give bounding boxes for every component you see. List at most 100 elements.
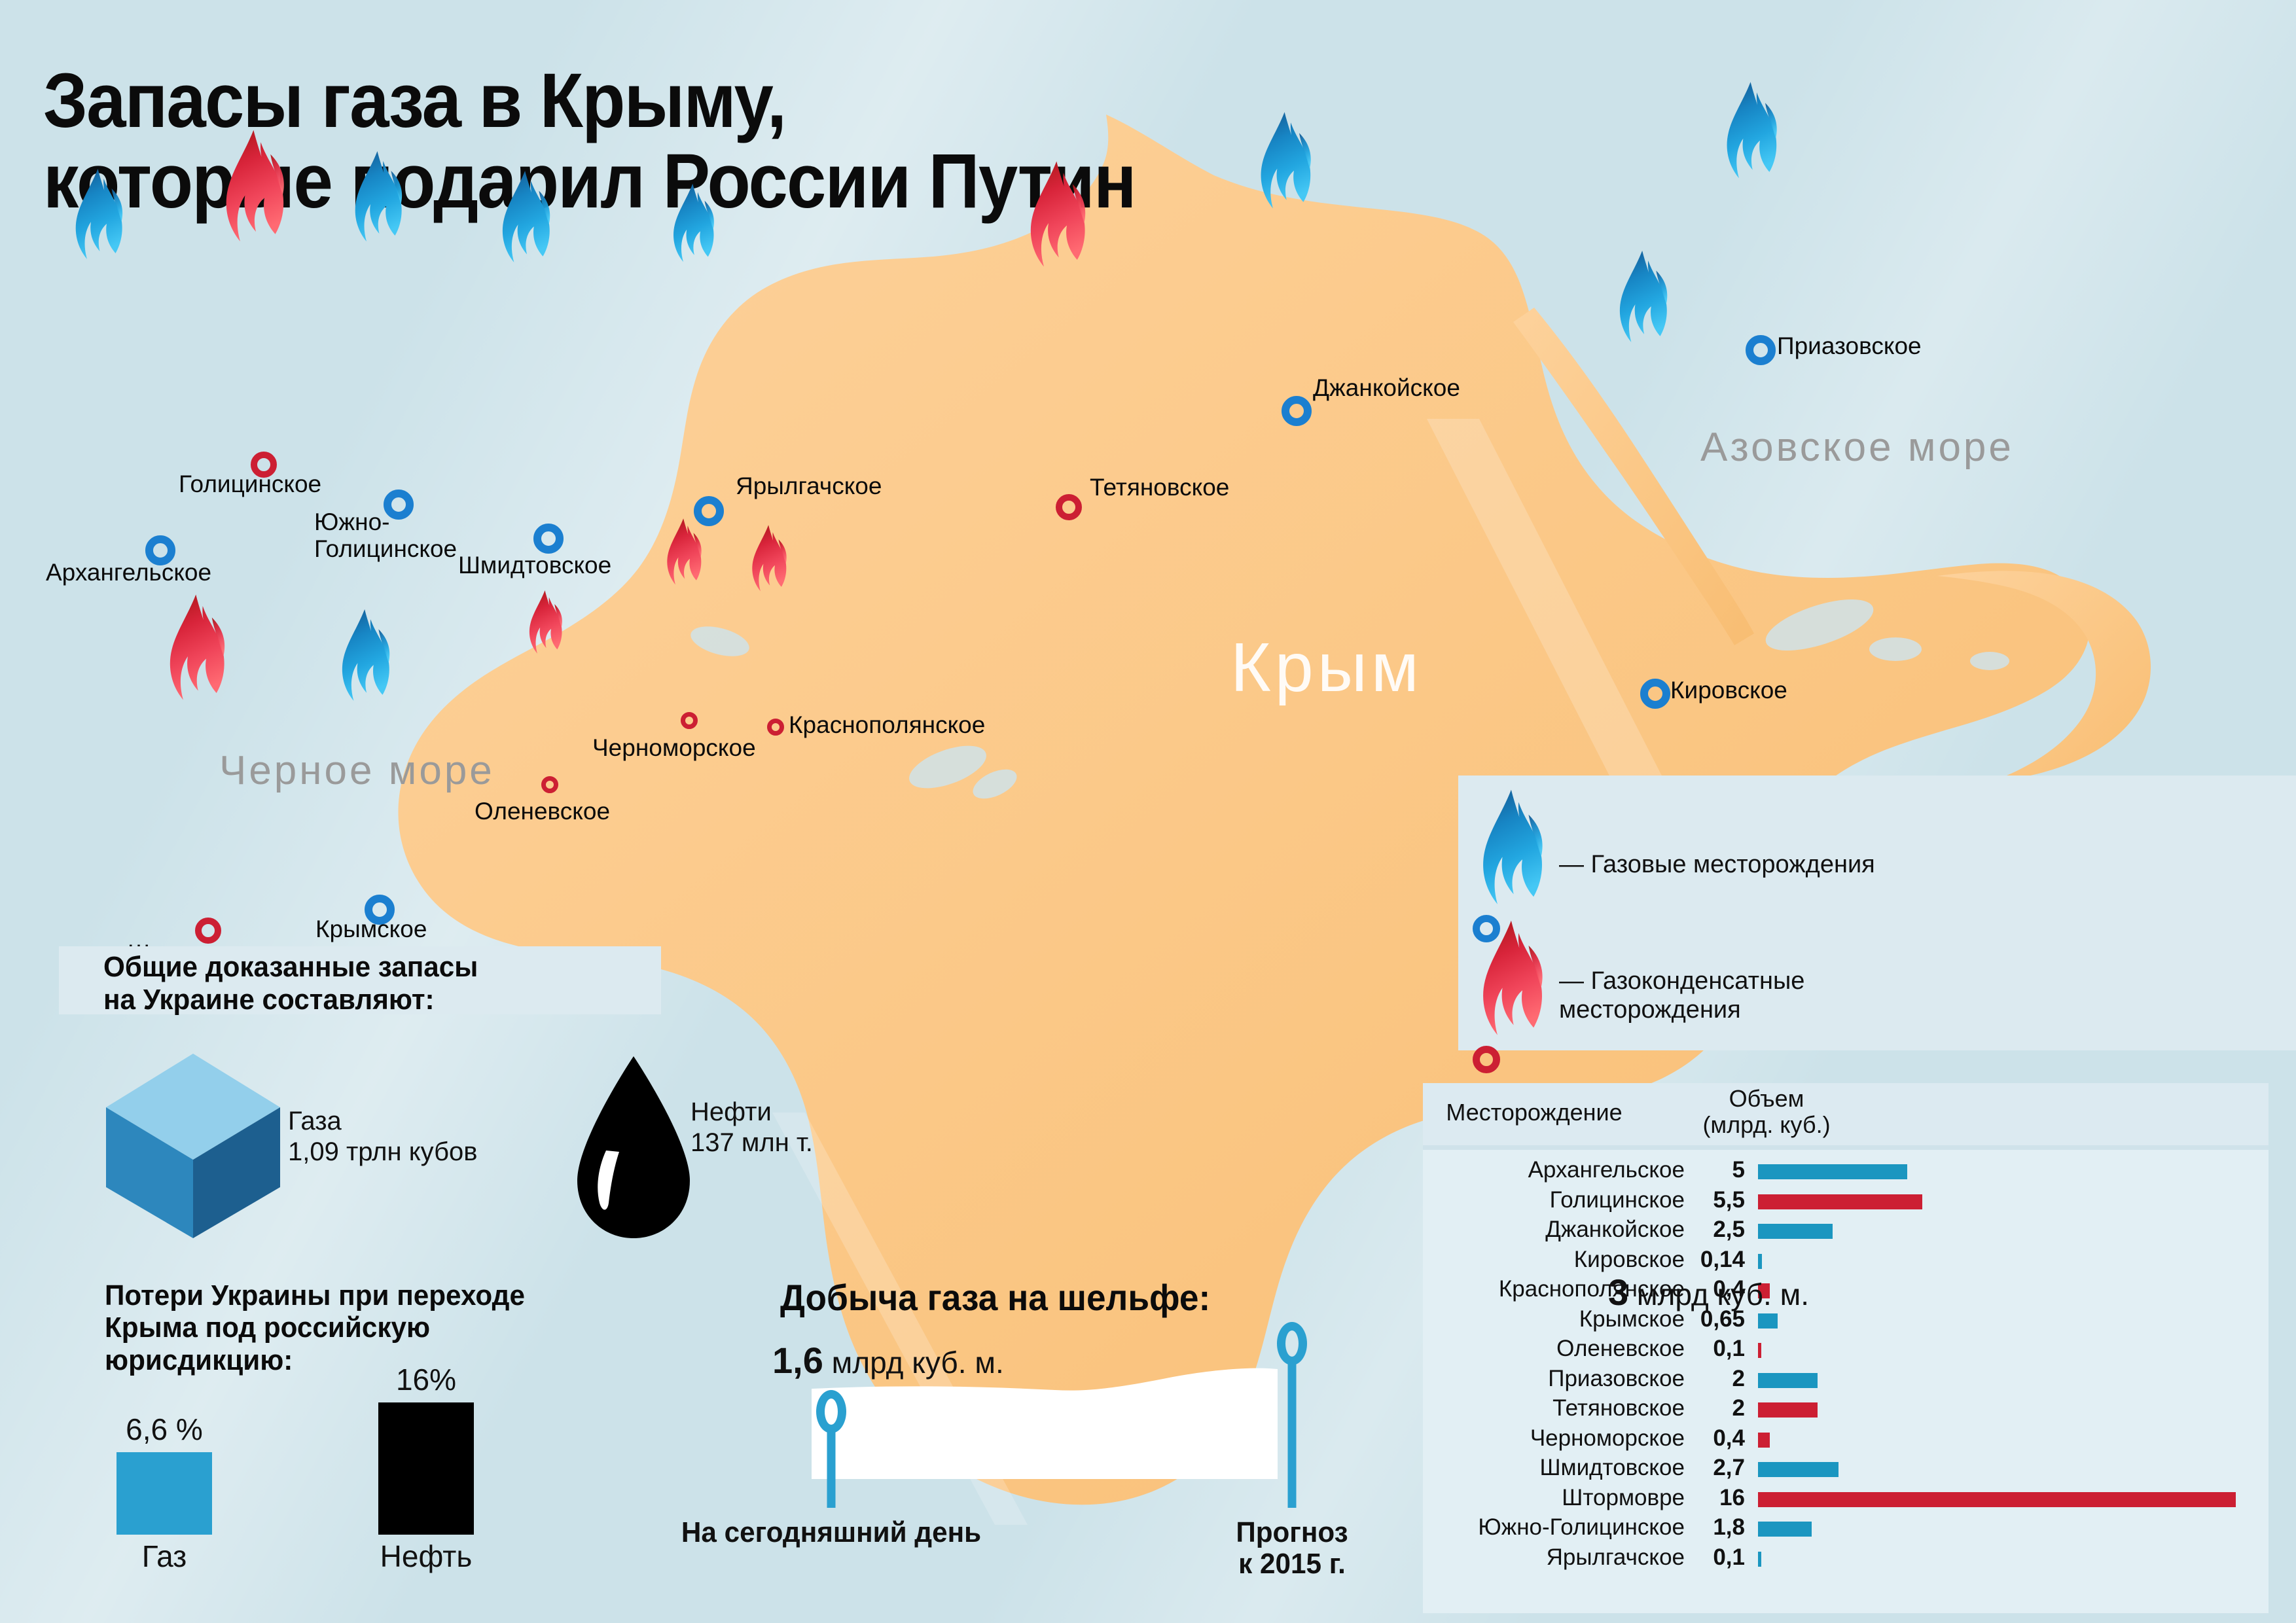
gas-flame-icon: [1611, 249, 1673, 351]
pin-ring-icon: [1277, 1322, 1307, 1365]
condensate-flame-icon: [216, 128, 291, 252]
gas-flame-icon: [1473, 787, 1545, 942]
th-field-name: Месторождение: [1446, 1099, 1623, 1126]
row-bar: [1758, 1372, 1818, 1388]
field-dot-icon[interactable]: [533, 524, 564, 554]
table-row: Голицинское 5,5: [1423, 1186, 2269, 1217]
row-field-name: Крымское: [1579, 1306, 1685, 1332]
production-title: Добыча газа на шельфе:: [780, 1277, 1211, 1318]
table-row: Приазовское 2: [1423, 1365, 2269, 1395]
row-value: 0,1: [1713, 1544, 1745, 1570]
crimea-label: Крым: [1230, 629, 1423, 706]
table-row: Кировское 0,14: [1423, 1246, 2269, 1276]
loss-value: 16%: [395, 1363, 457, 1397]
table-row: Штормовре 16: [1423, 1484, 2269, 1514]
losses-title: Потери Украины при переходе Крыма под ро…: [105, 1279, 525, 1376]
map-legend: — Газовые месторождения — Газоконденсатн…: [1458, 776, 2296, 1073]
field-label: Архангельское: [46, 559, 212, 586]
condensate-flame-icon: [746, 524, 791, 599]
row-value: 0,65: [1700, 1306, 1745, 1332]
row-bar: [1758, 1224, 1833, 1239]
row-bar: [1758, 1194, 1922, 1209]
field-dot-icon[interactable]: [384, 490, 414, 520]
total-reserves-banner: Общие доказанные запасы на Украине соста…: [59, 946, 661, 1016]
production-value: 3 млрд куб. м.: [1607, 1272, 1809, 1313]
row-bar: [1758, 1522, 1812, 1537]
pin-stem: [827, 1429, 836, 1508]
table-row: Южно-Голицинское 1,8: [1423, 1514, 2269, 1544]
row-bar: [1758, 1402, 1818, 1418]
gas-flame-icon: [494, 169, 556, 272]
table-row: Крымское 0,65: [1423, 1306, 2269, 1336]
field-dot-icon[interactable]: [1640, 679, 1670, 709]
field-dot-icon[interactable]: [195, 918, 221, 944]
loss-label: Газ: [141, 1539, 187, 1573]
row-field-name: Шмидтовское: [1539, 1455, 1685, 1480]
row-field-name: Голицинское: [1549, 1186, 1685, 1213]
table-row: Шмидтовское 2,7: [1423, 1454, 2269, 1484]
field-label: Кировское: [1670, 677, 1787, 704]
row-bar: [1758, 1253, 1763, 1269]
table-row: Ярылгачское 0,1: [1423, 1544, 2269, 1574]
field-dot-icon[interactable]: [767, 719, 784, 736]
field-dot-icon[interactable]: [681, 712, 698, 729]
table-header-divider: [1423, 1145, 2269, 1150]
row-field-name: Кировское: [1573, 1246, 1685, 1272]
field-dot-icon[interactable]: [541, 776, 558, 793]
row-field-name: Южно-Голицинское: [1478, 1514, 1685, 1540]
oil-reserve-text: Нефти 137 млн т.: [691, 1097, 813, 1158]
row-value: 1,8: [1713, 1514, 1745, 1540]
loss-bar: 6,6 % Газ: [117, 1412, 212, 1573]
legend-row-cond: — Газоконденсатные месторождения: [1473, 918, 1804, 1073]
row-value: 2,7: [1713, 1455, 1745, 1480]
production-area-shape: [812, 1368, 1278, 1479]
page-title: Запасы газа в Крыму, которые подарил Рос…: [43, 58, 1137, 224]
row-bar: [1758, 1164, 1908, 1179]
gas-flame-icon: [334, 607, 395, 710]
production-caption: Прогноз к 2015 г.: [1236, 1516, 1348, 1580]
production-value: 1,6 млрд куб. м.: [772, 1340, 1004, 1381]
row-field-name: Ярылгачское: [1546, 1544, 1685, 1570]
loss-value: 6,6 %: [126, 1412, 203, 1446]
field-dot-icon[interactable]: [1282, 396, 1312, 426]
field-dot-icon[interactable]: [251, 452, 277, 478]
row-field-name: Тетяновское: [1552, 1395, 1685, 1421]
condensate-flame-icon: [1473, 918, 1545, 1073]
row-bar: [1758, 1551, 1761, 1567]
row-bar: [1758, 1462, 1839, 1477]
row-field-name: Джанкойское: [1545, 1217, 1685, 1242]
field-label: Черноморское: [592, 734, 756, 761]
row-field-name: Краснополянское: [1498, 1276, 1685, 1302]
field-dot-icon[interactable]: [694, 496, 724, 526]
row-value: 0,1: [1713, 1336, 1745, 1361]
pin-ring-icon: [816, 1390, 846, 1433]
field-label: Южно- Голицинское: [314, 508, 457, 562]
field-label: Голицинское: [179, 471, 322, 497]
legend-gas-label: — Газовые месторождения: [1559, 850, 1875, 878]
table-row: Краснополянское 0,4: [1423, 1275, 2269, 1306]
field-label: Ярылгачское: [736, 473, 882, 499]
row-field-name: Архангельское: [1528, 1157, 1685, 1183]
field-dot-icon[interactable]: [1056, 494, 1082, 520]
field-dot-icon[interactable]: [145, 535, 175, 565]
row-field-name: Штормовре: [1562, 1484, 1685, 1510]
condensate-flame-icon: [524, 589, 566, 661]
field-dot-icon[interactable]: [1746, 335, 1776, 365]
row-value: 2,5: [1713, 1217, 1745, 1242]
th-volume: Объем (млрд. куб.): [1702, 1085, 1831, 1139]
field-label: Краснополянское: [789, 711, 986, 738]
gas-flame-icon: [1718, 80, 1783, 188]
row-value: 2: [1732, 1365, 1745, 1391]
field-label: Крымское: [315, 916, 427, 942]
oil-drop-icon: [577, 1056, 690, 1238]
gas-flame-icon: [1252, 110, 1317, 218]
row-value: 0,4: [1713, 1276, 1745, 1302]
row-bar: [1758, 1432, 1770, 1448]
table-row: Джанкойское 2,5: [1423, 1216, 2269, 1246]
loss-bar: 16% Нефть: [378, 1363, 474, 1573]
row-field-name: Приазовское: [1548, 1365, 1685, 1391]
field-dot-icon[interactable]: [365, 895, 395, 925]
row-value: 2: [1732, 1395, 1745, 1421]
condensate-flame-icon: [1021, 159, 1092, 277]
table-header: Месторождение Объем (млрд. куб.): [1423, 1083, 2269, 1145]
